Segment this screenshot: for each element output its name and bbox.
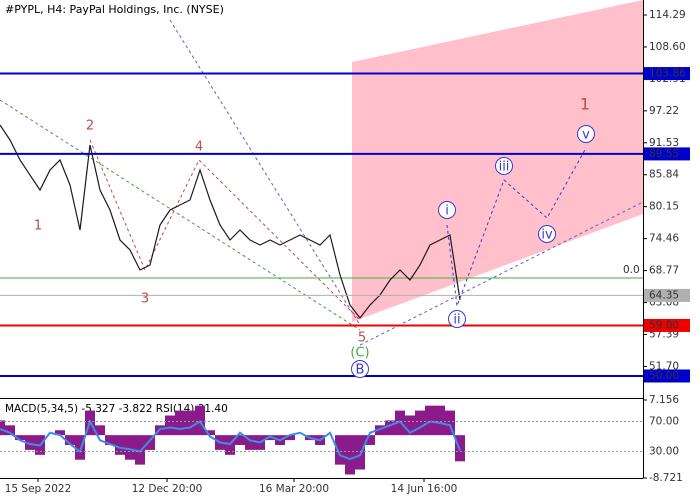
- x-tick-label: 14 Jun 16:00: [391, 483, 458, 495]
- macd-bar: [175, 410, 185, 436]
- rsi-line: [0, 419, 461, 461]
- wave-label: i: [445, 204, 449, 219]
- level-label-box: [644, 318, 690, 332]
- macd-bar: [15, 435, 25, 441]
- macd-bar: [355, 435, 365, 470]
- y-tick-label: 30.00: [649, 446, 679, 458]
- wave-circle: [438, 201, 456, 219]
- macd-bar: [235, 435, 245, 445]
- wave-label: 1: [34, 219, 42, 234]
- x-tick-label: 15 Sep 2022: [5, 483, 72, 495]
- macd-bar: [405, 415, 415, 436]
- y-tick-label: 91.53: [649, 137, 679, 149]
- level-label: 64.35: [649, 289, 679, 301]
- y-tick-label: 74.46: [649, 233, 679, 245]
- wave-circle: [577, 125, 595, 143]
- macd-bar: [205, 430, 215, 436]
- wave-label: 5: [358, 331, 366, 346]
- wave-label: 3: [141, 292, 149, 307]
- macd-bar: [145, 435, 155, 450]
- macd-bar: [425, 405, 435, 436]
- y-tick-label: 85.84: [649, 169, 679, 181]
- wave-label: ii: [453, 313, 460, 328]
- macd-bar: [5, 425, 15, 436]
- macd-bar: [165, 415, 175, 436]
- wave-path: [446, 147, 587, 307]
- level-label-box: [644, 288, 690, 302]
- macd-bar: [105, 435, 115, 445]
- macd-bar: [345, 435, 355, 475]
- wave-label: iii: [499, 160, 510, 175]
- x-tick-label: 16 Mar 20:00: [259, 483, 329, 495]
- y-tick-label: 80.15: [649, 201, 679, 213]
- y-tick-label: 108.60: [649, 41, 686, 53]
- macd-bar: [115, 435, 125, 455]
- macd-bar: [435, 405, 445, 436]
- wave-label: v: [582, 128, 590, 143]
- wave-circle: [538, 225, 556, 243]
- wave-circle: [448, 310, 466, 328]
- level-label: 59.00: [649, 319, 679, 331]
- level-label: 89.55: [649, 148, 679, 160]
- macd-bar: [335, 435, 345, 465]
- trend-line: [359, 201, 644, 346]
- trend-line: [0, 99, 361, 331]
- macd-bar: [75, 435, 85, 460]
- wave-label: (C): [350, 346, 369, 361]
- chart-title: #PYPL, H4: PayPal Holdings, Inc. (NYSE): [5, 3, 224, 16]
- macd-bar: [385, 420, 395, 436]
- wave-label: 4: [195, 140, 203, 155]
- y-tick-label: -8.721: [649, 472, 683, 484]
- level-label: 103.86: [649, 68, 686, 80]
- macd-bar: [445, 410, 455, 436]
- macd-bar: [365, 435, 375, 445]
- macd-bar: [125, 435, 135, 460]
- level-label-box: [644, 67, 690, 81]
- y-tick-label: 97.22: [649, 105, 679, 117]
- y-tick-label: 114.29: [649, 9, 686, 21]
- wave-label: B: [356, 363, 365, 378]
- macd-bar: [245, 435, 255, 450]
- wave-label: 1: [580, 95, 590, 114]
- macd-bar: [135, 435, 145, 465]
- level-label-box: [644, 369, 690, 383]
- wave-circle: [495, 157, 513, 175]
- x-tick-label: 12 Dec 20:00: [132, 483, 203, 495]
- macd-bar: [375, 425, 385, 436]
- wave-circle: [351, 360, 369, 378]
- price-line: [0, 124, 461, 319]
- macd-bar: [65, 435, 75, 445]
- macd-bar: [0, 420, 5, 436]
- fib-label: 0.0: [623, 264, 640, 276]
- level-label: 50.00: [649, 370, 679, 382]
- y-tick-label: 70.00: [649, 416, 679, 428]
- y-tick-label: 7.156: [649, 394, 679, 406]
- y-tick-label: 51.70: [649, 360, 679, 372]
- macd-bar: [95, 425, 105, 436]
- macd-bar: [185, 410, 195, 436]
- y-tick-label: 68.77: [649, 265, 679, 277]
- level-label-box: [644, 147, 690, 161]
- macd-bar: [285, 435, 295, 441]
- wave-label: 2: [86, 119, 94, 134]
- wave-label: iv: [541, 228, 553, 243]
- indicator-label: MACD(5,34,5) -5.327 -3.822 RSI(14) 31.40: [5, 403, 228, 415]
- macd-bar: [25, 435, 35, 450]
- macd-bar: [415, 410, 425, 436]
- macd-bar: [55, 430, 65, 436]
